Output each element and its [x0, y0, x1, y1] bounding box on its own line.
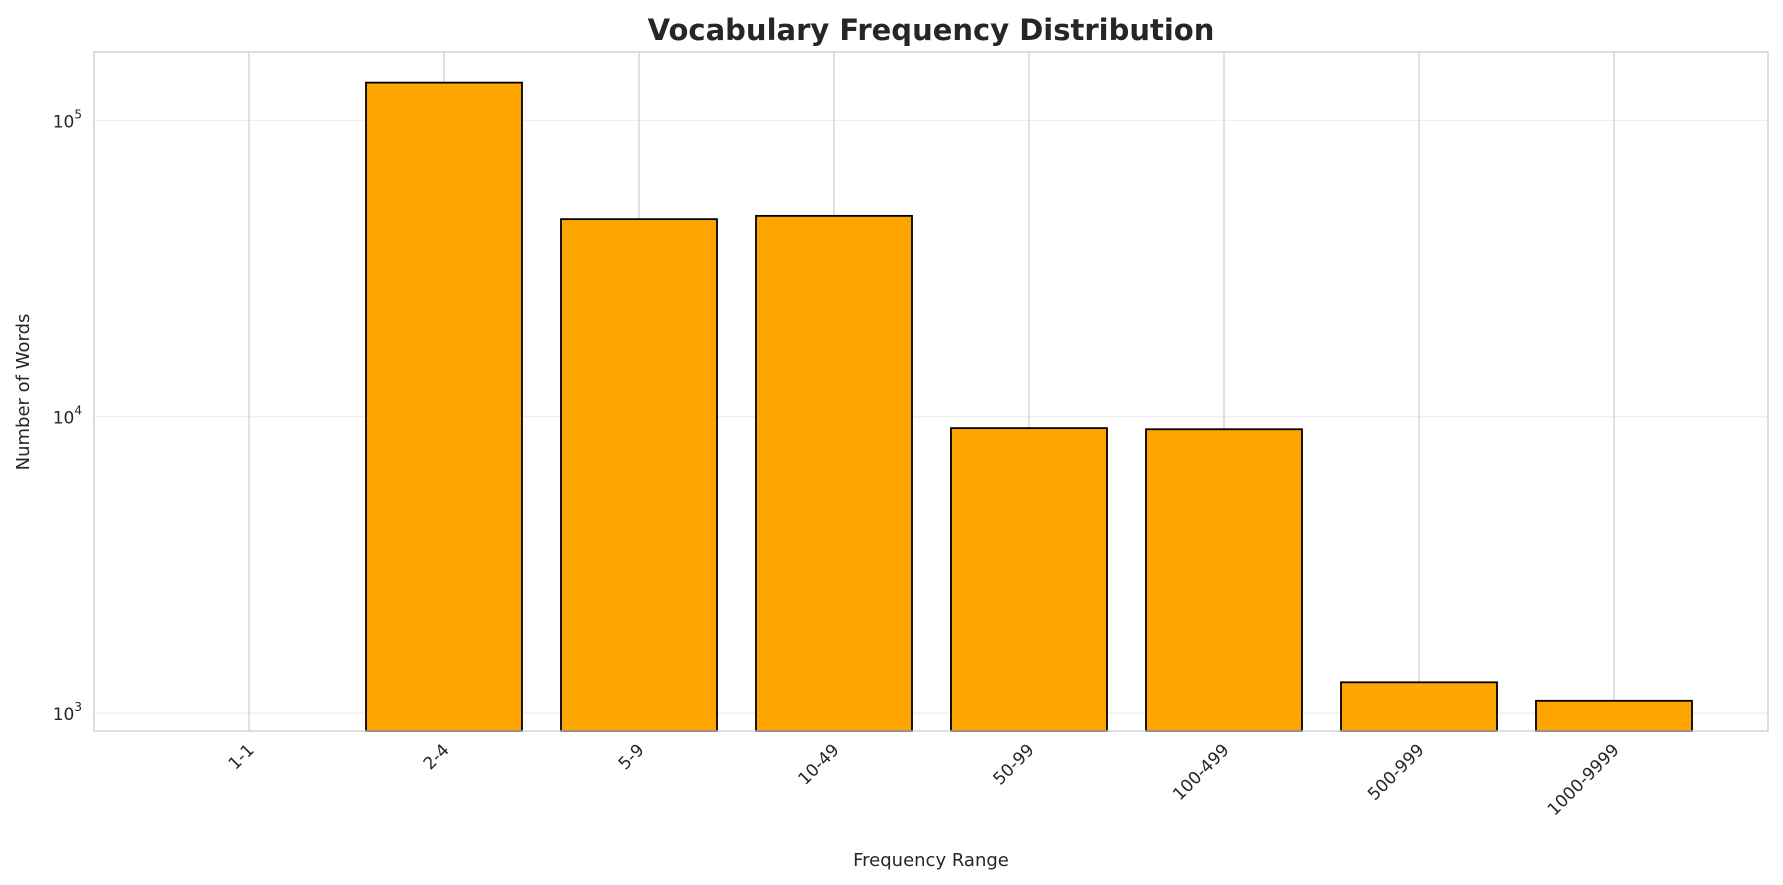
y-tick-label: 103 [53, 700, 82, 725]
x-tick-label: 10-49 [794, 740, 843, 789]
x-tick-labels: 1-1 2-4 5-9 10-49 50-99 100-499 500-999 1000-99… [225, 740, 1624, 820]
grid [94, 52, 1768, 731]
x-tick-label: 2-4 [420, 740, 454, 774]
bar-5-9 [560, 218, 718, 732]
y-tick-labels: 103 104 105 [53, 107, 82, 725]
chart-title: Vocabulary Frequency Distribution [648, 13, 1215, 47]
x-tick-label: 1-1 [225, 740, 259, 774]
x-tick-label: 100-499 [1169, 740, 1233, 804]
plot-frame [93, 51, 1769, 732]
bar-2-4 [365, 81, 523, 732]
bar-1000-9999 [1535, 699, 1693, 732]
x-tick-label: 50-99 [989, 740, 1038, 789]
bar-10-49 [755, 214, 913, 732]
y-tick-label: 104 [53, 404, 82, 429]
bars [365, 81, 1693, 732]
x-tick-label: 500-999 [1364, 740, 1428, 804]
x-axis-label: Frequency Range [853, 850, 1009, 871]
y-tick-label: 105 [53, 107, 82, 132]
bar-500-999 [1340, 681, 1498, 732]
x-tick-label: 1000-9999 [1544, 740, 1624, 820]
x-tick-label: 5-9 [615, 740, 649, 774]
bar-100-499 [1145, 428, 1303, 732]
y-axis-label: Number of Words [13, 314, 34, 471]
bar-50-99 [950, 427, 1108, 732]
